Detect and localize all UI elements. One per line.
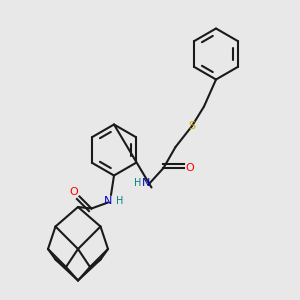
Text: O: O	[185, 163, 194, 173]
Text: O: O	[69, 187, 78, 197]
Text: H: H	[134, 178, 142, 188]
Text: N: N	[142, 178, 150, 188]
Text: H: H	[116, 196, 123, 206]
Text: S: S	[188, 121, 196, 131]
Text: N: N	[104, 196, 112, 206]
